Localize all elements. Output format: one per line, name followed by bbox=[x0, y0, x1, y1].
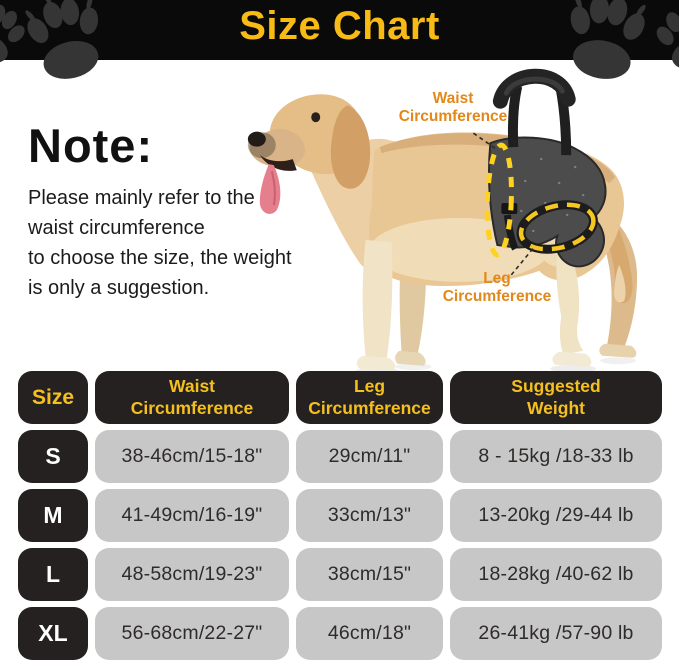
note-block: Note: Please mainly refer to the waist c… bbox=[28, 118, 328, 303]
size-label-l: L bbox=[18, 548, 88, 601]
waist-value-s: 38-46cm/15-18" bbox=[95, 430, 289, 483]
page-title: Size Chart bbox=[239, 4, 440, 48]
waist-value-l: 48-58cm/19-23" bbox=[95, 548, 289, 601]
banner: Size Chart bbox=[0, 0, 679, 79]
leg-value-s: 29cm/11" bbox=[296, 430, 443, 483]
waist-circumference-label: Waist Circumference bbox=[398, 90, 508, 125]
note-heading: Note: bbox=[28, 119, 154, 172]
waist-value-xl: 56-68cm/22-27" bbox=[95, 607, 289, 660]
column-header-size: Size bbox=[18, 371, 88, 424]
size-label-m: M bbox=[18, 489, 88, 542]
column-header-weight: Suggested Weight bbox=[450, 371, 662, 424]
size-label-xl: XL bbox=[18, 607, 88, 660]
note-body-text: Please mainly refer to the waist circumf… bbox=[28, 187, 292, 299]
paw-print-icon bbox=[25, 0, 99, 79]
leg-circumference-label: Leg Circumference bbox=[442, 270, 552, 305]
paw-print-icon bbox=[0, 4, 25, 63]
paw-print-icon bbox=[656, 12, 679, 70]
leg-value-m: 33cm/13" bbox=[296, 489, 443, 542]
weight-value-xl: 26-41kg /57-90 lb bbox=[450, 607, 662, 660]
column-header-waist: Waist Circumference bbox=[95, 371, 289, 424]
paw-print-icon bbox=[570, 0, 646, 79]
weight-value-s: 8 - 15kg /18-33 lb bbox=[450, 430, 662, 483]
leg-value-xl: 46cm/18" bbox=[296, 607, 443, 660]
waist-value-m: 41-49cm/16-19" bbox=[95, 489, 289, 542]
weight-value-l: 18-28kg /40-62 lb bbox=[450, 548, 662, 601]
dog-illustration-svg bbox=[247, 68, 638, 376]
size-label-s: S bbox=[18, 430, 88, 483]
size-table: Size Waist Circumference Leg Circumferen… bbox=[18, 371, 662, 660]
weight-value-m: 13-20kg /29-44 lb bbox=[450, 489, 662, 542]
leg-value-l: 38cm/15" bbox=[296, 548, 443, 601]
dog-harness-illustration bbox=[170, 55, 679, 376]
column-header-leg: Leg Circumference bbox=[296, 371, 443, 424]
